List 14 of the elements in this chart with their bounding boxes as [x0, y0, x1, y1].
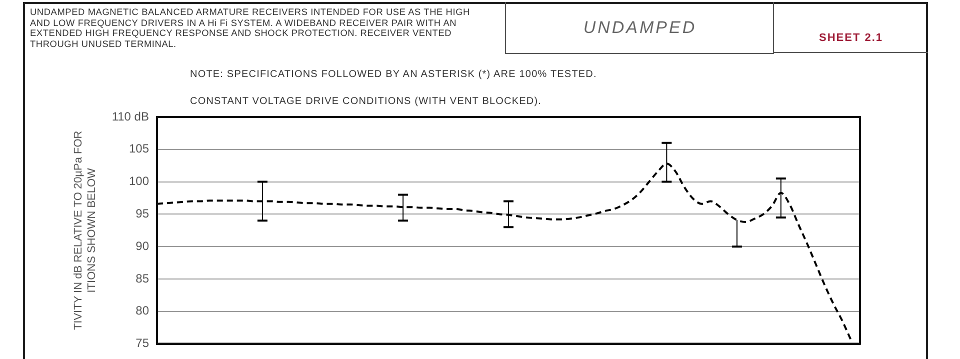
chart-title: UNDAMPED: [505, 2, 774, 54]
y-tick-label: 80: [136, 304, 150, 318]
text: NOTE: SPECIFICATIONS FOLLOWED BY AN ASTERISK (*) ARE 100% TESTED.: [190, 69, 597, 80]
y-tick-label: 110 dB: [112, 109, 149, 124]
y-axis-title: TIVITY IN dB RELATIVE TO 20µPa FOR ITIONS SHOWN BELOW: [72, 130, 98, 330]
y-tick-label: 85: [136, 271, 150, 286]
text: CONSTANT VOLTAGE DRIVE CONDITIONS (WITH VENT BLOCKED).: [190, 96, 542, 107]
chart-subtitle: SHEET 2.1: [773, 2, 928, 53]
text: UNDAMPED MAGNETIC BALANCED ARMATURE RECEIVERS INTENDED FOR USE AS THE HIGH AND LOW FREQUENCY DRIVERS IN A Hi Fi SYSTEM. A WIDEBAND RECEIVER PAIR WITH AN EXTENDED HIGH FREQUENCY RESPONSE AND SHOCK PROTECTION. RECEIVER VENTED THROUGH UNUSED TERMINAL.: [30, 7, 471, 50]
y-tick-label: 100: [128, 174, 150, 188]
y-tick-label: 90: [136, 238, 150, 253]
y-tick-label: 75: [136, 336, 150, 350]
y-tick-label: 95: [136, 206, 150, 221]
y-tick-label: 105: [128, 142, 150, 156]
